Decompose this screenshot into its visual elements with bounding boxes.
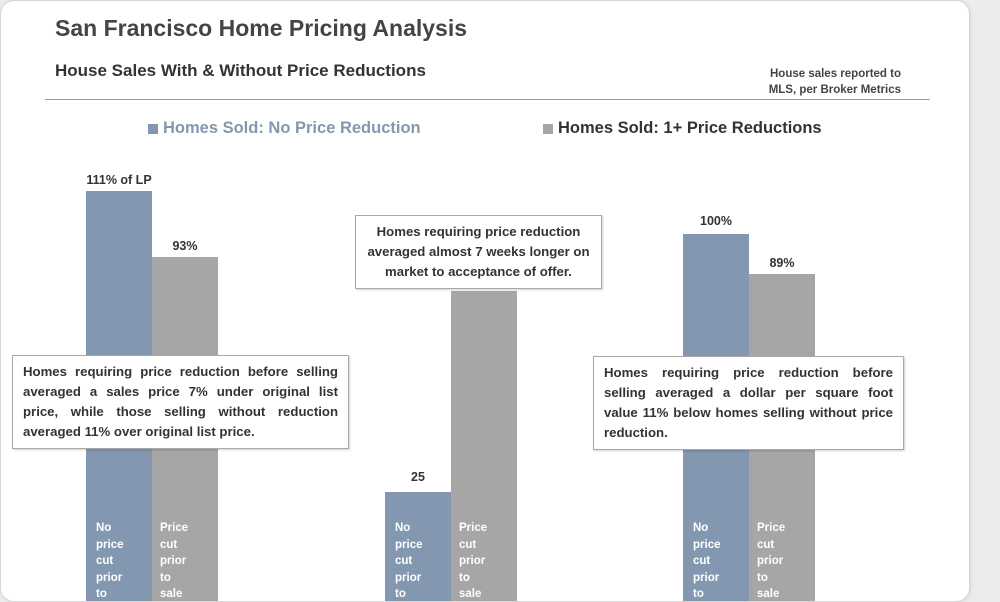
data-label-psf-no-price-cut: 100% <box>700 214 732 228</box>
source-note-line-2: MLS, per Broker Metrics <box>768 84 901 96</box>
data-label-price-price-cut: 93% <box>172 239 198 254</box>
category-label-price-price-cut: Price cut prior to sale <box>160 522 189 600</box>
data-label-days-no-price-cut: 25 <box>411 470 425 484</box>
annotation-psf: Homes requiring price reduction before s… <box>593 356 904 450</box>
legend-with-reduction: Homes Sold: 1+ Price Reductions <box>543 119 822 138</box>
annotation-price: Homes requiring price reduction before s… <box>12 355 349 449</box>
data-label-price-no-price-cut: 111% of LP <box>86 173 152 187</box>
annotation-days: Homes requiring price reduction averaged… <box>355 215 602 289</box>
header-divider <box>45 99 930 100</box>
data-label-psf-price-cut: 89% <box>769 256 795 271</box>
report-panel: San Francisco Home Pricing Analysis Hous… <box>0 0 970 602</box>
page-title: San Francisco Home Pricing Analysis <box>55 15 468 41</box>
category-label-days-price-cut: Price cut prior to sale <box>459 522 488 600</box>
legend-swatch-no-reduction <box>148 123 158 134</box>
bar-days-price-cut <box>451 291 517 601</box>
source-note: House sales reported to MLS, per Broker … <box>701 66 901 98</box>
legend-label-with-reduction: Homes Sold: 1+ Price Reductions <box>558 119 822 137</box>
legend-no-reduction: Homes Sold: No Price Reduction <box>148 119 421 138</box>
chart-subtitle: House Sales With & Without Price Reducti… <box>55 61 426 80</box>
legend-swatch-with-reduction <box>543 123 553 134</box>
category-label-psf-price-cut: Price cut prior to sale <box>757 522 786 600</box>
legend-label-no-reduction: Homes Sold: No Price Reduction <box>163 119 421 137</box>
source-note-line-1: House sales reported to <box>769 68 901 80</box>
